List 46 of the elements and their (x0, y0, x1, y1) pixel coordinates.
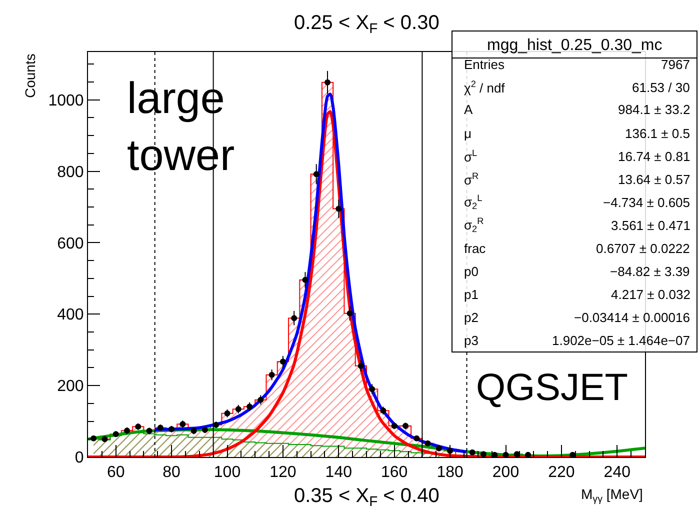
x-tick-label: 60 (106, 464, 125, 482)
annotation: σ$^{L}$ (464, 148, 478, 164)
annotation: 13.64 ± 0.57 (618, 172, 690, 187)
x-tick-label: 120 (270, 464, 296, 482)
annotation: −84.82 ± 3.39 (610, 264, 690, 279)
chart-title: 0.25 < X$_{F}$ < 0.30 (294, 12, 440, 36)
annotation: −4.734 ± 0.605 (603, 195, 690, 210)
annotation: mgg_hist_0.25_0.30_mc (487, 37, 662, 54)
annotation: 61.53 / 30 (632, 80, 690, 95)
annotation: 0.6707 ± 0.0222 (596, 241, 690, 256)
x-tick-label: 160 (381, 464, 408, 482)
x-tick-label: 140 (325, 464, 352, 482)
annotation: 136.1 ± 0.5 (625, 126, 690, 141)
annotation: μ (464, 126, 472, 141)
x-tick-label: 180 (436, 464, 464, 482)
y-tick-label: 200 (57, 378, 84, 396)
annotation: 984.1 ± 33.2 (618, 102, 690, 117)
x-tick-label: 220 (548, 464, 575, 482)
annotation: QGSJET (476, 367, 628, 409)
x-axis-title: M$_{γγ}$ [MeV] (581, 486, 643, 505)
y-axis-title: Counts (22, 54, 38, 98)
annotation: 3.561 ± 0.471 (611, 218, 690, 233)
annotation: −0.03414 ± 0.00016 (574, 310, 690, 325)
annotation: 16.74 ± 0.81 (618, 149, 690, 164)
y-tick-label: 800 (57, 164, 84, 181)
annotation: A (464, 102, 473, 117)
annotation: frac (464, 241, 486, 256)
annotation: χ$^{2}$ / ndf (464, 79, 506, 96)
y-tick-label: 600 (57, 235, 84, 252)
annotation: p0 (464, 264, 478, 279)
y-tick-label: 1000 (48, 92, 84, 110)
text: 0.35 < X$_{F}$ < 0.40 (294, 485, 440, 510)
y-tick-label: 400 (57, 306, 84, 324)
annotation: p1 (464, 287, 478, 302)
y-tick-label: 0 (74, 450, 84, 467)
annotation: σ$^{R}$ (464, 171, 480, 188)
annotation: 1.902e−05 ± 1.464e−07 (552, 333, 690, 348)
annotation: p3 (464, 333, 478, 348)
x-tick-label: 100 (214, 464, 241, 482)
annotation: p2 (464, 310, 478, 325)
x-tick-label: 200 (492, 464, 520, 482)
annotation: Entries (464, 57, 505, 72)
x-tick-label: 240 (604, 464, 631, 482)
text: 7967 (661, 57, 690, 72)
annotation: 4.217 ± 0.032 (611, 287, 690, 302)
x-tick-label: 80 (162, 464, 181, 482)
